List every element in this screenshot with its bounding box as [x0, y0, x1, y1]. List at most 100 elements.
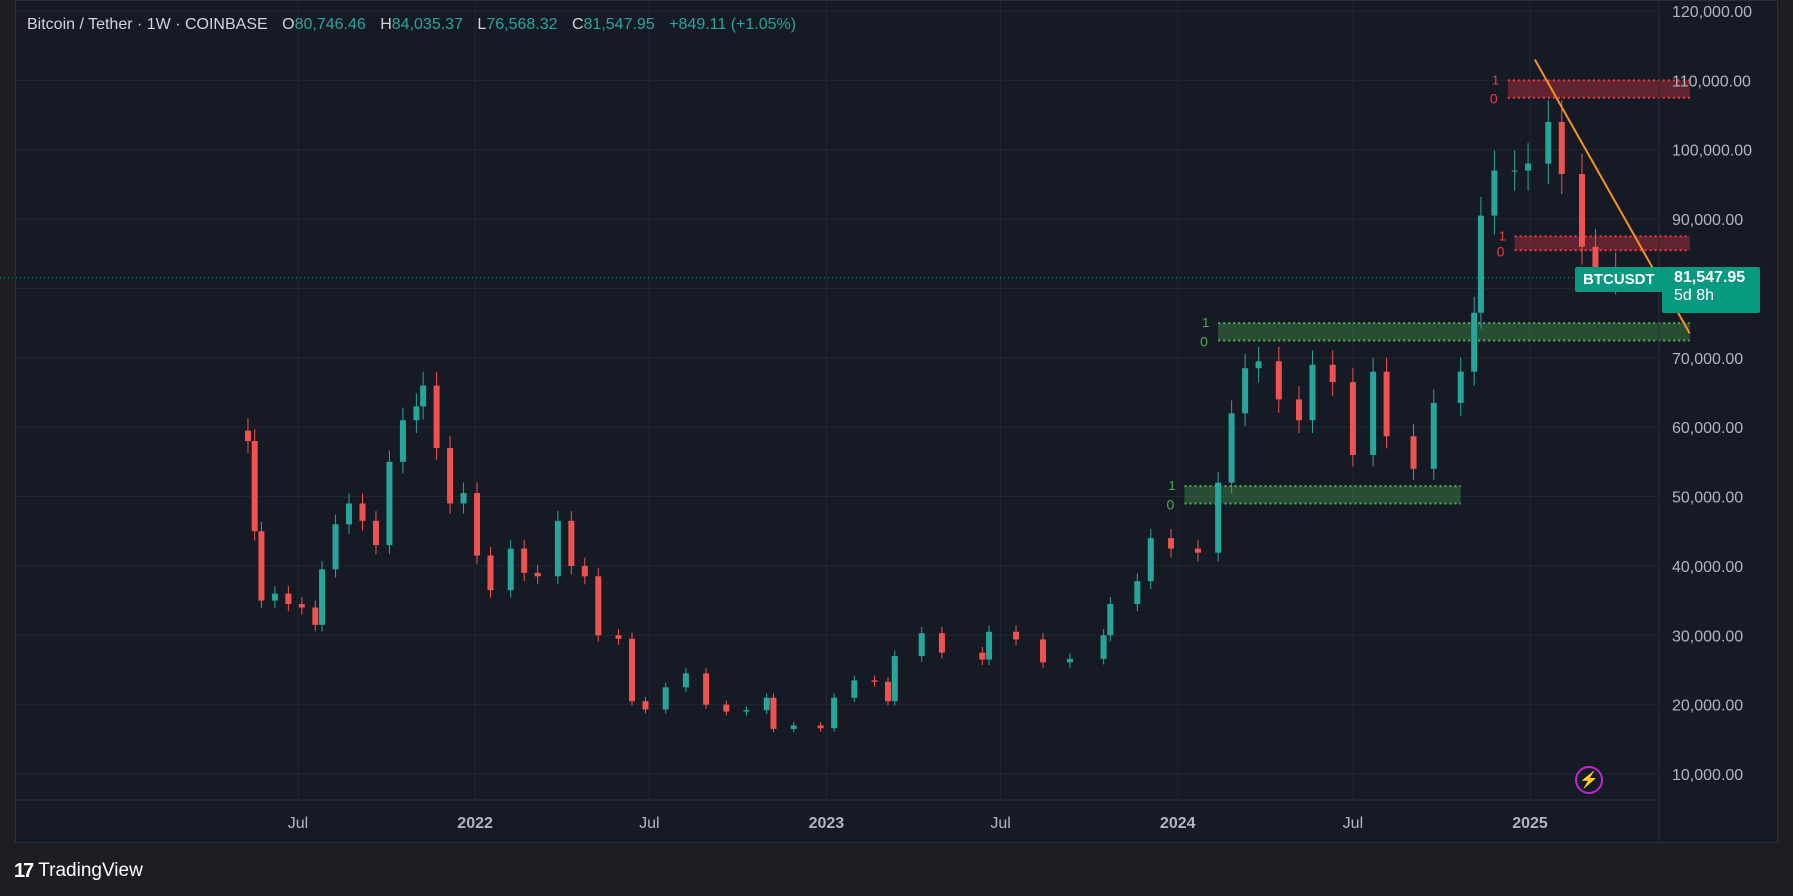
candle-body	[554, 520, 561, 577]
candle-body	[534, 572, 541, 577]
open-value: 80,746.46	[294, 16, 366, 33]
candle-body	[258, 531, 265, 601]
candle-body	[1296, 399, 1302, 421]
candle-body	[1013, 631, 1020, 640]
y-tick-label: 10,000.00	[1672, 767, 1743, 784]
candle-body	[386, 461, 393, 546]
low-label: L	[477, 16, 487, 33]
candle-body	[1107, 604, 1114, 636]
candle-body	[521, 548, 528, 573]
candle-body	[763, 697, 770, 711]
candle-body	[595, 576, 602, 636]
x-tick-label: 2024	[1160, 815, 1196, 832]
candle-body	[703, 673, 710, 705]
y-tick-label: 100,000.00	[1672, 143, 1752, 160]
candle-body	[1545, 121, 1552, 164]
candle-body	[271, 593, 278, 601]
x-tick-label: 2023	[809, 815, 845, 832]
level-marker: 0	[1200, 333, 1208, 349]
high-label: H	[380, 16, 392, 33]
candle-body	[628, 638, 635, 702]
candle-body	[1242, 368, 1249, 414]
level-marker: 1	[1168, 478, 1175, 493]
close-value: 81,547.95	[583, 16, 655, 33]
footer-brand[interactable]: 17 TradingView	[14, 858, 143, 884]
candle-body	[1430, 402, 1437, 469]
candle-body	[1383, 371, 1390, 437]
x-tick-label: Jul	[639, 815, 659, 832]
level-marker: 0	[1497, 243, 1505, 259]
candle-body	[1349, 382, 1356, 455]
level-marker: 0	[1166, 496, 1174, 512]
candle-body	[851, 680, 858, 698]
candle-body	[447, 447, 454, 504]
open-label: O	[282, 16, 295, 33]
candle-body	[986, 631, 993, 660]
resistance-zone	[1514, 236, 1690, 251]
level-marker: 1	[1202, 315, 1209, 330]
candle-body	[1477, 215, 1484, 313]
candle-body	[1066, 658, 1073, 663]
candle-body	[507, 548, 514, 591]
candle-body	[1578, 174, 1585, 247]
candle-body	[1194, 548, 1201, 553]
candle-body	[244, 430, 251, 442]
candle-body	[1215, 482, 1222, 553]
candle-body	[615, 635, 622, 639]
candle-body	[581, 565, 588, 577]
symbol-price-label: BTCUSDT	[1575, 267, 1663, 292]
chart-frame[interactable]	[15, 0, 1778, 843]
candle-body	[1134, 581, 1141, 605]
y-tick-label: 110,000.00	[1672, 73, 1751, 90]
symbol-title[interactable]: Bitcoin / Tether · 1W · COINBASE	[27, 16, 268, 33]
y-tick-label: 120,000.00	[1672, 4, 1752, 21]
candle-body	[1457, 371, 1464, 403]
close-label: C	[571, 16, 584, 33]
candle-body	[831, 697, 838, 729]
candle-body	[372, 520, 379, 546]
candle-body	[413, 406, 420, 421]
candle-body	[885, 681, 892, 702]
axes: 120,000.00110,000.00100,000.0090,000.008…	[15, 0, 1752, 843]
candle-body	[1039, 639, 1046, 663]
y-tick-label: 20,000.00	[1672, 698, 1743, 715]
y-tick-label: 30,000.00	[1672, 628, 1743, 645]
candle-body	[1511, 170, 1518, 172]
candle-body	[359, 503, 366, 521]
candle-body	[1558, 121, 1565, 175]
candle-body	[1255, 361, 1262, 369]
support-zone	[1218, 323, 1690, 341]
candle-body	[790, 725, 797, 729]
candle-body	[420, 385, 427, 407]
x-tick-label: Jul	[990, 815, 1010, 832]
tradingview-logo-icon: 17	[14, 859, 34, 882]
candle-body	[251, 441, 258, 532]
candle-body	[723, 704, 730, 712]
candle-body	[1100, 635, 1107, 659]
candle-body	[460, 493, 467, 504]
candle-body	[1228, 413, 1235, 483]
candles	[244, 100, 1619, 733]
candle-body	[1309, 364, 1316, 421]
y-tick-label: 70,000.00	[1672, 351, 1743, 368]
candle-body	[1147, 538, 1154, 582]
resistance-zone	[1507, 80, 1690, 98]
candle-body	[285, 593, 292, 605]
candle-body	[1592, 246, 1599, 270]
candle-body	[682, 673, 689, 688]
bar-countdown: 5d 8h	[1674, 287, 1715, 304]
candle-body	[474, 493, 481, 556]
ohlc-header: Bitcoin / Tether · 1W · COINBASE O80,746…	[27, 16, 796, 34]
low-value: 76,568.32	[486, 16, 558, 33]
lightning-icon[interactable]: ⚡	[1575, 766, 1603, 794]
candle-body	[871, 680, 878, 682]
current-price-value: 81,547.95	[1674, 269, 1746, 286]
candle-body	[433, 385, 440, 448]
candle-body	[319, 569, 326, 625]
x-tick-label: 2022	[457, 815, 493, 832]
candle-body	[1471, 312, 1478, 372]
candle-body	[568, 520, 575, 566]
candle-body	[918, 633, 925, 657]
